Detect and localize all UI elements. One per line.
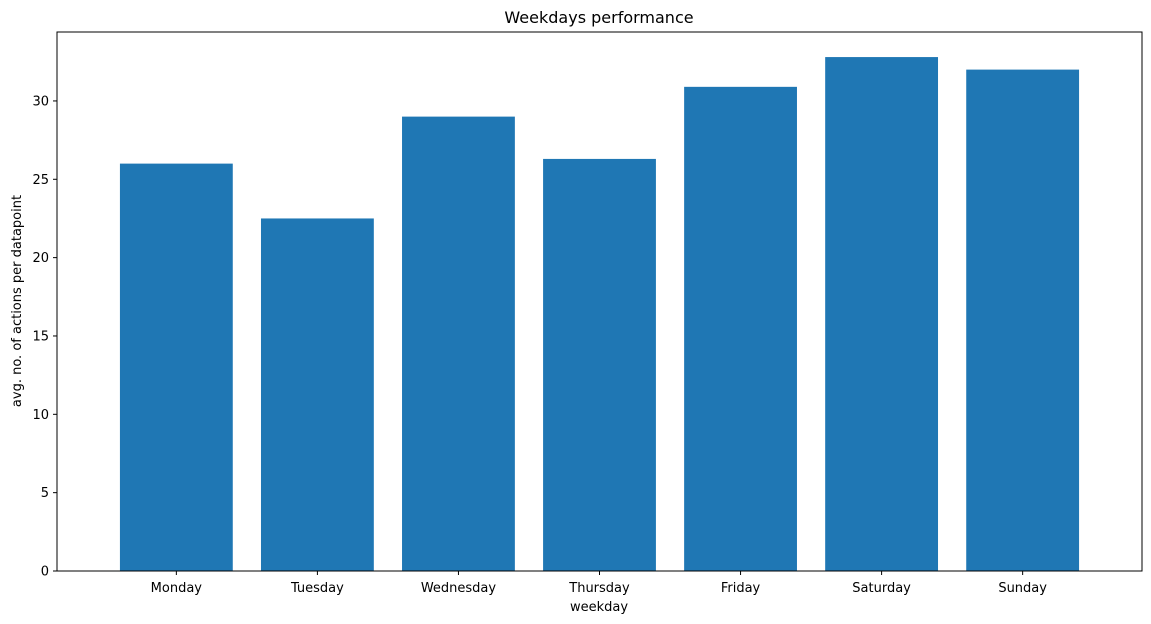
chart-title: Weekdays performance bbox=[504, 8, 693, 27]
plot-frame bbox=[56, 31, 1143, 572]
x-tick-label: Thursday bbox=[568, 581, 630, 596]
y-tick-label: 30 bbox=[32, 94, 49, 109]
bar-tuesday bbox=[260, 218, 374, 571]
bar-wednesday bbox=[402, 116, 515, 571]
y-tick-label: 0 bbox=[41, 565, 49, 580]
y-axis-ticks: 0 5 10 15 20 25 30 bbox=[32, 94, 57, 580]
x-tick-label: Wednesday bbox=[421, 581, 497, 596]
x-tick-label: Friday bbox=[721, 581, 761, 596]
bar-saturday bbox=[825, 57, 939, 572]
y-tick-label: 20 bbox=[32, 251, 49, 266]
bar-thursday bbox=[543, 158, 656, 571]
y-tick-label: 25 bbox=[32, 173, 49, 188]
x-tick-label: Saturday bbox=[852, 581, 911, 596]
y-tick-label: 15 bbox=[32, 329, 49, 344]
bar-friday bbox=[684, 86, 797, 571]
y-axis-label: avg. no. of actions per datapoint bbox=[10, 195, 25, 407]
x-tick-label: Monday bbox=[151, 581, 203, 596]
x-axis-label: weekday bbox=[570, 600, 628, 615]
y-tick-label: 10 bbox=[32, 408, 49, 423]
x-tick-label: Tuesday bbox=[290, 581, 344, 596]
bar-sunday bbox=[966, 69, 1080, 572]
x-tick-label: Sunday bbox=[998, 581, 1047, 596]
x-axis-ticks: Monday Tuesday Wednesday Thursday Friday Satu… bbox=[151, 571, 1047, 596]
bars-group bbox=[119, 57, 1080, 572]
y-tick-label: 5 bbox=[41, 486, 49, 501]
bar-monday bbox=[119, 163, 233, 571]
